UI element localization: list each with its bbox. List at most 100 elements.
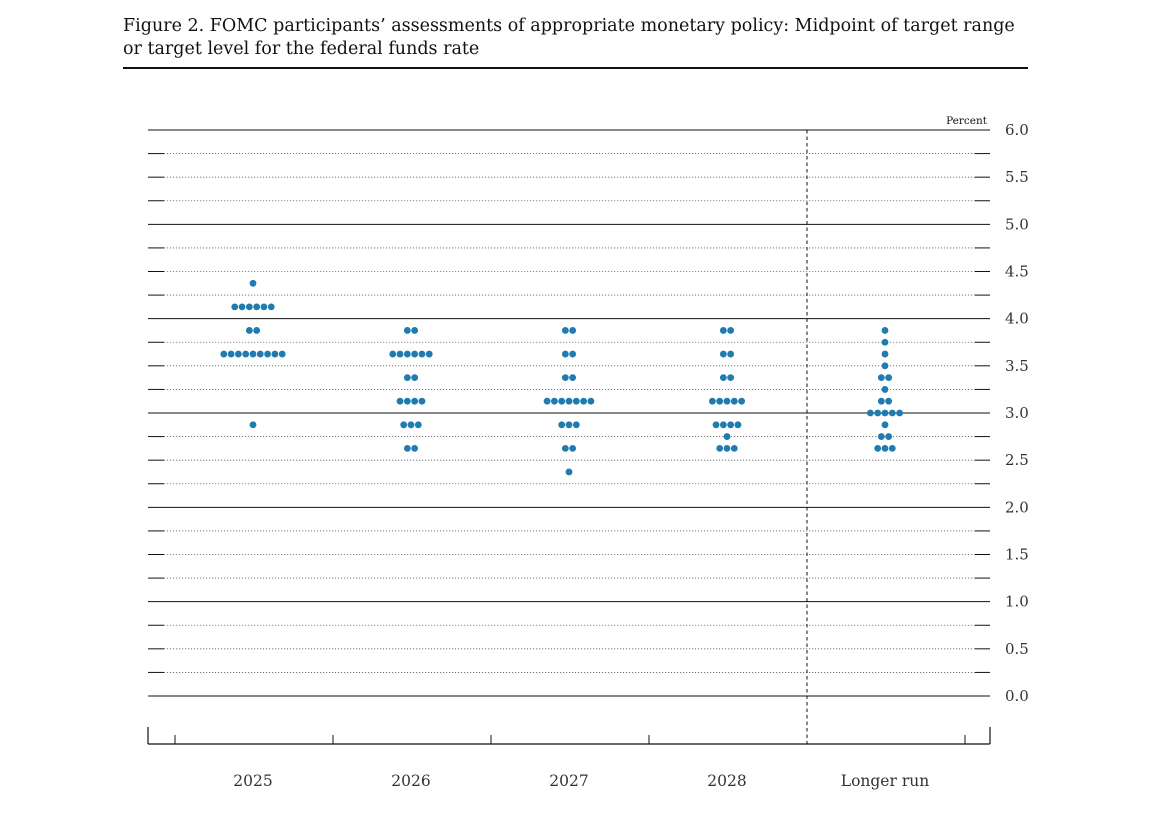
participant-dot <box>716 444 724 452</box>
participant-dot <box>888 409 896 417</box>
participant-dot <box>881 444 889 452</box>
participant-dot <box>885 374 893 382</box>
participant-dot <box>569 374 577 382</box>
participant-dot <box>561 350 569 358</box>
participant-dot <box>730 444 738 452</box>
participant-dot <box>558 397 566 405</box>
participant-dot <box>396 397 404 405</box>
participant-dot <box>418 397 426 405</box>
participant-dot <box>874 444 882 452</box>
participant-dot <box>580 397 587 405</box>
participant-dot <box>238 303 246 311</box>
participant-dot <box>267 303 275 311</box>
participant-dot <box>245 327 253 334</box>
participant-dot <box>727 421 735 429</box>
participant-dot <box>253 327 261 334</box>
participant-dot <box>411 374 419 382</box>
participant-dot <box>881 386 889 393</box>
participant-dot <box>569 350 577 358</box>
dots <box>220 279 903 476</box>
y-tick-label: 5.0 <box>1005 215 1029 233</box>
y-tick-label: 3.5 <box>1005 357 1029 375</box>
participant-dot <box>235 350 242 358</box>
participant-dot <box>877 433 885 440</box>
participant-dot <box>719 327 727 334</box>
participant-dot <box>569 327 577 334</box>
participant-dot <box>551 397 558 405</box>
participant-dot <box>227 350 235 358</box>
y-tick-label: 3.0 <box>1005 404 1029 422</box>
participant-dot <box>727 327 735 334</box>
participant-dot <box>403 374 411 382</box>
y-tick-label: 1.0 <box>1005 593 1029 611</box>
participant-dot <box>389 350 397 358</box>
participant-dot <box>719 350 727 358</box>
participant-dot <box>734 421 742 429</box>
participant-dot <box>723 397 731 405</box>
participant-dot <box>411 350 419 358</box>
x-category-label: 2026 <box>391 772 430 790</box>
y-tick-label: 1.5 <box>1005 546 1029 564</box>
participant-dot <box>716 397 724 405</box>
participant-dot <box>709 397 716 405</box>
y-tick-label: 2.0 <box>1005 498 1029 516</box>
participant-dot <box>249 279 257 287</box>
participant-dot <box>256 350 264 358</box>
figure-title-line2: or target level for the federal funds ra… <box>123 39 480 59</box>
participant-dot <box>403 444 411 452</box>
participant-dot <box>249 421 257 429</box>
participant-dot <box>414 421 422 429</box>
participant-dot <box>885 433 893 440</box>
participant-dot <box>264 350 271 358</box>
figure-title: Figure 2. FOMC participants’ assessments… <box>123 15 1023 61</box>
y-tick-label: 6.0 <box>1005 121 1029 139</box>
participant-dot <box>565 468 573 476</box>
participant-dot <box>730 397 738 405</box>
y-tick-label: 4.5 <box>1005 263 1029 281</box>
x-axis <box>147 727 991 745</box>
participant-dot <box>885 397 893 405</box>
participant-dot <box>723 433 731 440</box>
participant-dot <box>411 444 419 452</box>
participant-dot <box>396 350 404 358</box>
participant-dot <box>727 350 735 358</box>
participant-dot <box>565 421 573 429</box>
participant-dot <box>719 374 727 382</box>
participant-dot <box>260 303 268 311</box>
participant-dot <box>874 409 882 417</box>
participant-dot <box>561 327 569 334</box>
participant-dot <box>881 362 889 370</box>
participant-dot <box>561 374 569 382</box>
x-category-label: 2027 <box>549 772 588 790</box>
figure-title-line1: Figure 2. FOMC participants’ assessments… <box>123 16 1015 36</box>
participant-dot <box>271 350 279 358</box>
participant-dot <box>569 444 577 452</box>
participant-dot <box>881 409 889 417</box>
participant-dot <box>411 327 419 334</box>
participant-dot <box>881 327 889 334</box>
participant-dot <box>877 374 885 382</box>
participant-dot <box>558 421 566 429</box>
participant-dot <box>249 350 257 358</box>
participant-dot <box>572 397 580 405</box>
participant-dot <box>403 327 411 334</box>
participant-dot <box>418 350 426 358</box>
participant-dot <box>231 303 239 311</box>
participant-dot <box>253 303 261 311</box>
participant-dot <box>565 397 573 405</box>
participant-dot <box>881 350 889 358</box>
participant-dot <box>411 397 419 405</box>
y-tick-label: 2.5 <box>1005 451 1029 469</box>
participant-dot <box>278 350 286 358</box>
x-category-label: 2028 <box>707 772 746 790</box>
participant-dot <box>400 421 408 429</box>
participant-dot <box>877 397 885 405</box>
participant-dot <box>572 421 580 429</box>
gridlines <box>148 129 990 697</box>
participant-dot <box>245 303 253 311</box>
participant-dot <box>543 397 551 405</box>
x-category-label: Longer run <box>841 772 929 790</box>
y-axis-unit-label: Percent <box>946 115 988 127</box>
participant-dot <box>888 444 896 452</box>
